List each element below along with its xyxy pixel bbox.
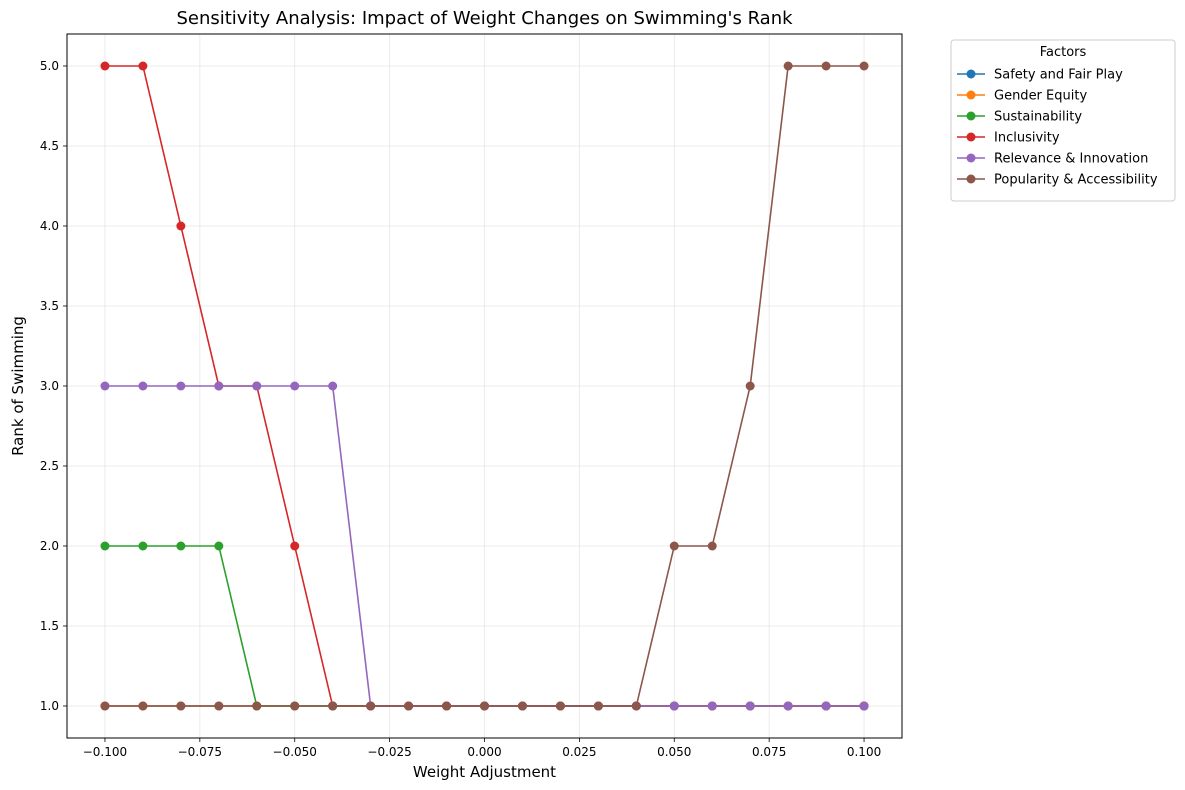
data-point xyxy=(138,381,148,391)
legend-title: Factors xyxy=(1040,45,1087,60)
y-tick-label: 1.5 xyxy=(40,619,59,633)
data-point xyxy=(176,701,186,711)
y-tick-label: 2.5 xyxy=(40,459,59,473)
data-point xyxy=(517,701,527,711)
x-tick-label: −0.025 xyxy=(367,745,411,759)
legend-marker xyxy=(966,111,976,121)
data-point xyxy=(442,701,452,711)
data-point xyxy=(859,701,869,711)
data-point xyxy=(669,701,679,711)
data-point xyxy=(707,701,717,711)
data-point xyxy=(328,701,338,711)
chart-title: Sensitivity Analysis: Impact of Weight C… xyxy=(176,8,793,29)
data-point xyxy=(821,701,831,711)
legend-item: Gender Equity xyxy=(957,89,1087,104)
y-tick-label: 4.0 xyxy=(40,219,59,233)
legend-item: Inclusivity xyxy=(957,131,1060,146)
data-point xyxy=(214,541,224,551)
data-point xyxy=(138,61,148,71)
y-tick-label: 3.5 xyxy=(40,299,59,313)
legend-marker xyxy=(966,132,976,142)
data-point xyxy=(100,541,110,551)
x-tick-label: 0.050 xyxy=(657,745,691,759)
legend-label: Safety and Fair Play xyxy=(994,68,1123,83)
data-point xyxy=(176,221,186,231)
x-axis-label: Weight Adjustment xyxy=(413,763,556,781)
data-point xyxy=(593,701,603,711)
x-tick-label: −0.075 xyxy=(178,745,222,759)
legend-marker xyxy=(966,174,976,184)
axis-ticks: −0.100 −0.075 −0.050 −0.025 0.000 0.025 0.050 0… xyxy=(40,59,881,759)
data-point xyxy=(290,701,300,711)
data-point xyxy=(783,701,793,711)
legend-label: Sustainability xyxy=(994,110,1082,125)
y-axis-label: Rank of Swimming xyxy=(9,316,27,456)
data-point xyxy=(290,381,300,391)
data-point xyxy=(783,61,793,71)
data-point xyxy=(214,381,224,391)
legend-item: Popularity & Accessibility xyxy=(957,173,1158,188)
data-point xyxy=(290,541,300,551)
data-point xyxy=(821,61,831,71)
legend-item: Safety and Fair Play xyxy=(957,68,1123,83)
data-point xyxy=(745,701,755,711)
x-tick-label: −0.050 xyxy=(273,745,317,759)
x-tick-label: 0.100 xyxy=(847,745,881,759)
data-point xyxy=(214,701,224,711)
series-lines xyxy=(100,61,869,711)
data-point xyxy=(252,381,262,391)
data-point xyxy=(669,541,679,551)
legend-label: Gender Equity xyxy=(994,89,1087,104)
x-tick-label: 0.075 xyxy=(752,745,786,759)
data-point xyxy=(138,541,148,551)
data-point xyxy=(366,701,376,711)
legend-item: Sustainability xyxy=(957,110,1082,125)
data-point xyxy=(100,381,110,391)
y-tick-label: 3.0 xyxy=(40,379,59,393)
data-point xyxy=(555,701,565,711)
data-point xyxy=(100,701,110,711)
data-point xyxy=(176,381,186,391)
y-tick-label: 2.0 xyxy=(40,539,59,553)
data-point xyxy=(404,701,414,711)
data-point xyxy=(252,701,262,711)
legend-item: Relevance & Innovation xyxy=(957,152,1148,167)
data-point xyxy=(328,381,338,391)
data-point xyxy=(176,541,186,551)
series-5 xyxy=(100,61,869,711)
y-tick-label: 1.0 xyxy=(40,699,59,713)
data-point xyxy=(859,61,869,71)
data-point xyxy=(100,61,110,71)
legend-marker xyxy=(966,69,976,79)
legend-label: Popularity & Accessibility xyxy=(994,173,1158,188)
data-point xyxy=(138,701,148,711)
legend-label: Relevance & Innovation xyxy=(994,152,1148,167)
x-tick-label: 0.025 xyxy=(562,745,596,759)
legend-label: Inclusivity xyxy=(994,131,1060,146)
data-point xyxy=(480,701,489,711)
legend-marker xyxy=(966,90,976,100)
x-tick-label: −0.100 xyxy=(83,745,127,759)
legend-box xyxy=(950,39,1176,202)
x-tick-label: 0.000 xyxy=(467,745,501,759)
y-tick-label: 4.5 xyxy=(40,139,59,153)
legend: Factors Safety and Fair Play Gender Equit… xyxy=(950,39,1176,202)
y-tick-label: 5.0 xyxy=(40,59,59,73)
data-point xyxy=(745,381,755,391)
data-point xyxy=(631,701,641,711)
legend-items: Safety and Fair Play Gender Equity Sustain… xyxy=(957,68,1158,188)
data-point xyxy=(707,541,717,551)
legend-marker xyxy=(966,153,976,163)
